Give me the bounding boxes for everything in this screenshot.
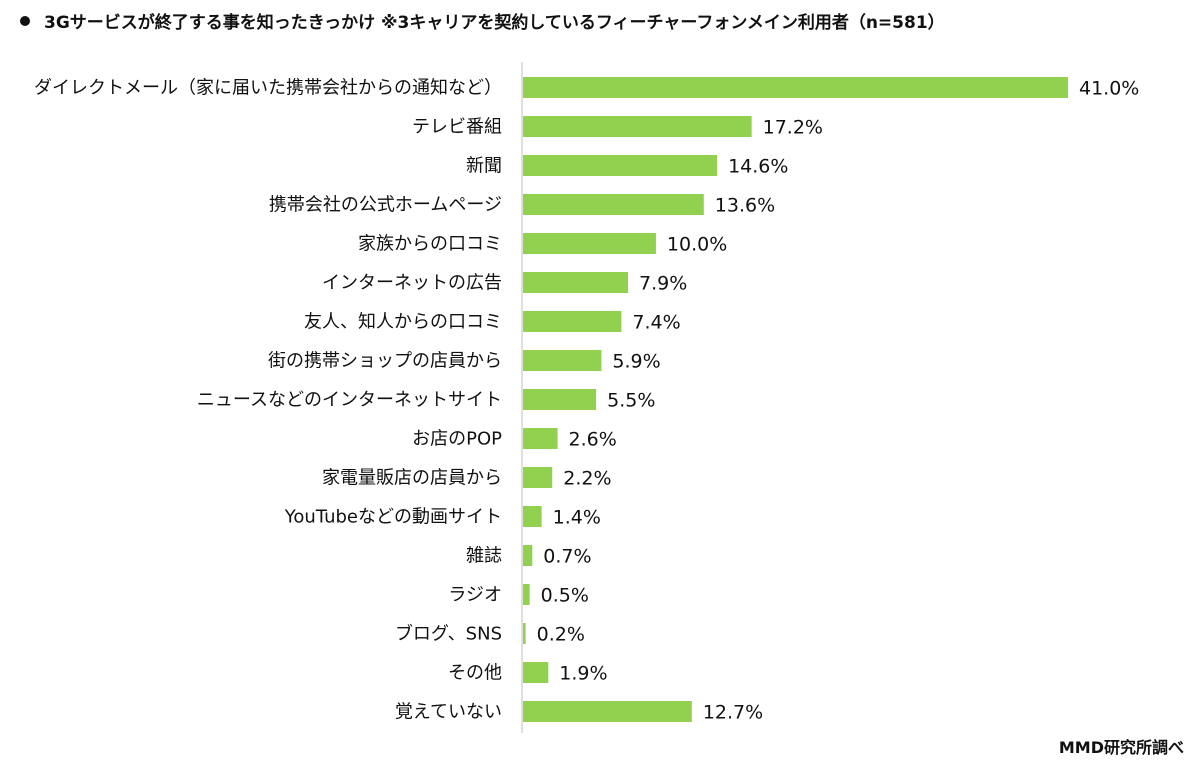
category-label: 携帯会社の公式ホームページ (269, 195, 502, 216)
value-label: 1.9% (559, 663, 607, 685)
value-label: 5.9% (612, 351, 660, 373)
category-label: 家族からの口コミ (358, 234, 502, 255)
category-label: ブログ、SNS (395, 623, 502, 645)
category-label: ラジオ (448, 585, 502, 606)
category-label: 新聞 (466, 156, 502, 177)
category-label: お店のPOP (412, 429, 502, 450)
bar (523, 662, 549, 683)
category-label: 雑誌 (466, 546, 502, 567)
value-label: 14.6% (728, 156, 788, 178)
category-label: テレビ番組 (412, 117, 502, 138)
category-label: 友人、知人からの口コミ (304, 312, 502, 333)
category-label: その他 (448, 663, 502, 684)
value-label: 12.7% (703, 702, 763, 724)
value-label: 7.9% (639, 273, 687, 295)
category-label: YouTubeなどの動画サイト (284, 507, 502, 528)
bar (523, 311, 622, 332)
bar (523, 506, 542, 527)
value-label: 41.0% (1079, 78, 1139, 100)
category-label: 覚えていない (395, 702, 502, 723)
bar (523, 155, 718, 176)
bar (523, 116, 752, 137)
value-label: 0.5% (541, 585, 589, 607)
value-label: 17.2% (763, 117, 823, 139)
category-label: インターネットの広告 (322, 273, 502, 294)
chart-title-row: 3Gサービスが終了する事を知ったきっかけ ※3キャリアを契約しているフィーチャー… (20, 8, 945, 33)
value-label: 1.4% (553, 507, 601, 529)
value-label: 10.0% (667, 234, 727, 256)
bar (523, 389, 597, 410)
bar (523, 623, 526, 644)
bar (523, 428, 558, 449)
value-label: 13.6% (715, 195, 775, 217)
bar (523, 584, 530, 605)
value-label: 2.2% (563, 468, 611, 490)
value-label: 7.4% (632, 312, 680, 334)
value-label: 5.5% (607, 390, 655, 412)
bar (523, 350, 602, 371)
bar (523, 272, 629, 293)
value-label: 2.6% (569, 429, 617, 451)
category-label: ダイレクトメール（家に届いた携帯会社からの通知など） (34, 78, 502, 99)
category-label: ニュースなどのインターネットサイト (197, 390, 502, 411)
value-label: 0.7% (543, 546, 591, 568)
source-credit: MMD研究所調べ (1058, 738, 1184, 757)
bullet-icon (20, 16, 30, 26)
bar (523, 77, 1068, 98)
category-label: 街の携帯ショップの店員から (268, 351, 502, 372)
bar (523, 545, 533, 566)
value-label: 0.2% (537, 624, 585, 646)
bar (523, 467, 553, 488)
bar (523, 701, 692, 722)
bar (523, 194, 704, 215)
chart-title: 3Gサービスが終了する事を知ったきっかけ ※3キャリアを契約しているフィーチャー… (44, 13, 945, 33)
bar (523, 233, 656, 254)
category-label: 家電量販店の店員から (322, 468, 502, 489)
